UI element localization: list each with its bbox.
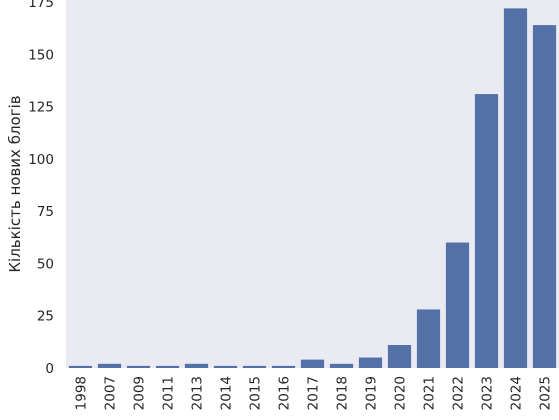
- bar: [184, 363, 209, 368]
- y-axis-label: Кількість нових блогів: [6, 95, 24, 272]
- y-tick-label: 0: [45, 361, 54, 377]
- y-tick-label: 125: [28, 100, 54, 116]
- bar: [97, 363, 122, 368]
- x-tick-label: 2011: [161, 376, 177, 410]
- x-tick-label: 2019: [364, 376, 380, 410]
- bars-group: [68, 8, 557, 368]
- x-tick-label: 2009: [132, 376, 148, 410]
- bar: [445, 242, 470, 368]
- x-tick-label: 2007: [103, 376, 119, 410]
- x-tick-label: 2014: [219, 376, 235, 410]
- x-tick-label: 2013: [190, 376, 206, 410]
- x-tick-label: 2017: [306, 376, 322, 410]
- bar: [242, 365, 267, 368]
- bar: [68, 365, 93, 368]
- bar: [155, 365, 180, 368]
- x-tick-label: 2018: [335, 376, 351, 410]
- x-tick-label: 2024: [509, 376, 525, 410]
- x-tick-label: 2020: [393, 376, 409, 410]
- x-tick-label: 2023: [480, 376, 496, 410]
- x-tick-label: 1998: [74, 376, 90, 410]
- bar: [126, 365, 151, 368]
- y-tick-label: 175: [28, 0, 54, 11]
- bar: [271, 365, 296, 368]
- x-tick-label: 2021: [422, 376, 438, 410]
- x-tick-label: 2016: [277, 376, 293, 410]
- bar: [474, 94, 499, 368]
- y-tick-label: 150: [28, 47, 54, 63]
- bar: [329, 363, 354, 368]
- bar: [503, 8, 528, 368]
- y-tick-label: 50: [37, 256, 54, 272]
- y-tick-label: 25: [37, 309, 54, 325]
- bar: [416, 309, 441, 368]
- x-tick-label: 2022: [451, 376, 467, 410]
- bar: [387, 345, 412, 368]
- x-axis-ticks: 1998 2007 2009 2011 2013 2014 2015 2016 2017 2018…: [74, 376, 554, 410]
- x-tick-label: 2015: [248, 376, 264, 410]
- bar: [300, 359, 325, 368]
- bar: [532, 25, 557, 368]
- y-tick-label: 75: [37, 204, 54, 220]
- bar: [358, 357, 383, 368]
- y-axis-ticks: 0 25 50 75 100 125 150 175: [28, 0, 54, 377]
- y-tick-label: 100: [28, 152, 54, 168]
- bar: [213, 365, 238, 368]
- x-tick-label: 2025: [538, 376, 554, 410]
